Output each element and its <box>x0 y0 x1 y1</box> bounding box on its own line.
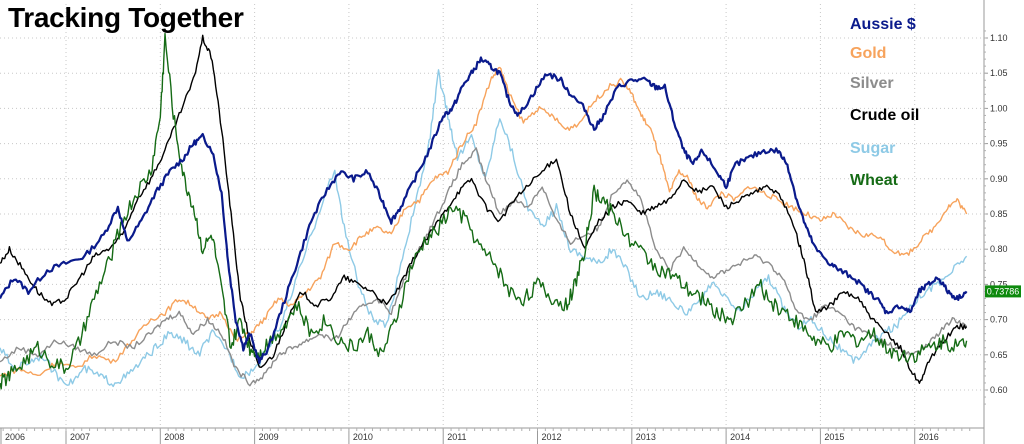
x-tick-label: 2014 <box>730 432 750 442</box>
x-tick-label: 2007 <box>70 432 90 442</box>
x-tick-label: 2011 <box>447 432 466 442</box>
y-tick-label: 0.85 <box>990 209 1008 219</box>
chart-title: Tracking Together <box>8 2 244 33</box>
y-tick-label: 1.00 <box>990 103 1008 113</box>
y-tick-label: 0.75 <box>990 279 1008 289</box>
legend-item-wheat: Wheat <box>850 172 898 189</box>
series-line-crude-oil <box>0 34 968 384</box>
gridlines <box>0 4 984 428</box>
x-tick-label: 2016 <box>919 432 939 442</box>
y-tick-label: 0.60 <box>990 385 1008 395</box>
series-line-gold <box>0 66 968 377</box>
legend-item-aussie: Aussie $ <box>850 16 916 33</box>
series-line-wheat <box>0 32 968 390</box>
x-tick-label: 2006 <box>5 432 25 442</box>
series-line-silver <box>0 147 968 387</box>
y-tick-label: 0.70 <box>990 315 1008 325</box>
x-tick-label: 2012 <box>542 432 562 442</box>
y-tick-label: 1.10 <box>990 33 1008 43</box>
y-tick-label: 0.65 <box>990 350 1008 360</box>
x-tick-label: 2008 <box>164 432 184 442</box>
last-value-marker: 0.73786 <box>985 285 1021 298</box>
legend-item-crude-oil: Crude oil <box>850 107 920 124</box>
series-line-sugar <box>0 69 968 388</box>
legend-item-silver: Silver <box>850 75 894 92</box>
y-tick-label: 0.80 <box>990 244 1008 254</box>
y-tick-label: 0.90 <box>990 174 1008 184</box>
series-lines <box>0 32 968 390</box>
y-tick-label: 0.95 <box>990 139 1008 149</box>
legend-item-gold: Gold <box>850 45 887 62</box>
x-tick-label: 2013 <box>636 432 656 442</box>
x-tick-label: 2010 <box>353 432 373 442</box>
series-line-aussie <box>0 56 968 364</box>
y-tick-label: 1.05 <box>990 68 1008 78</box>
legend-item-sugar: Sugar <box>850 140 896 157</box>
x-axis: 2006 2007 2008 2009 2010 2011 2012 2013 2014 2015… <box>0 428 971 444</box>
x-tick-label: 2009 <box>259 432 279 442</box>
last-value-label: 0.73786 <box>987 286 1020 296</box>
last-value-box <box>985 285 1021 298</box>
x-tick-label: 2015 <box>824 432 844 442</box>
y-axis: 0.60 0.65 0.70 0.75 0.80 0.85 0.90 0.95 1.00 1.05… <box>984 30 1008 405</box>
